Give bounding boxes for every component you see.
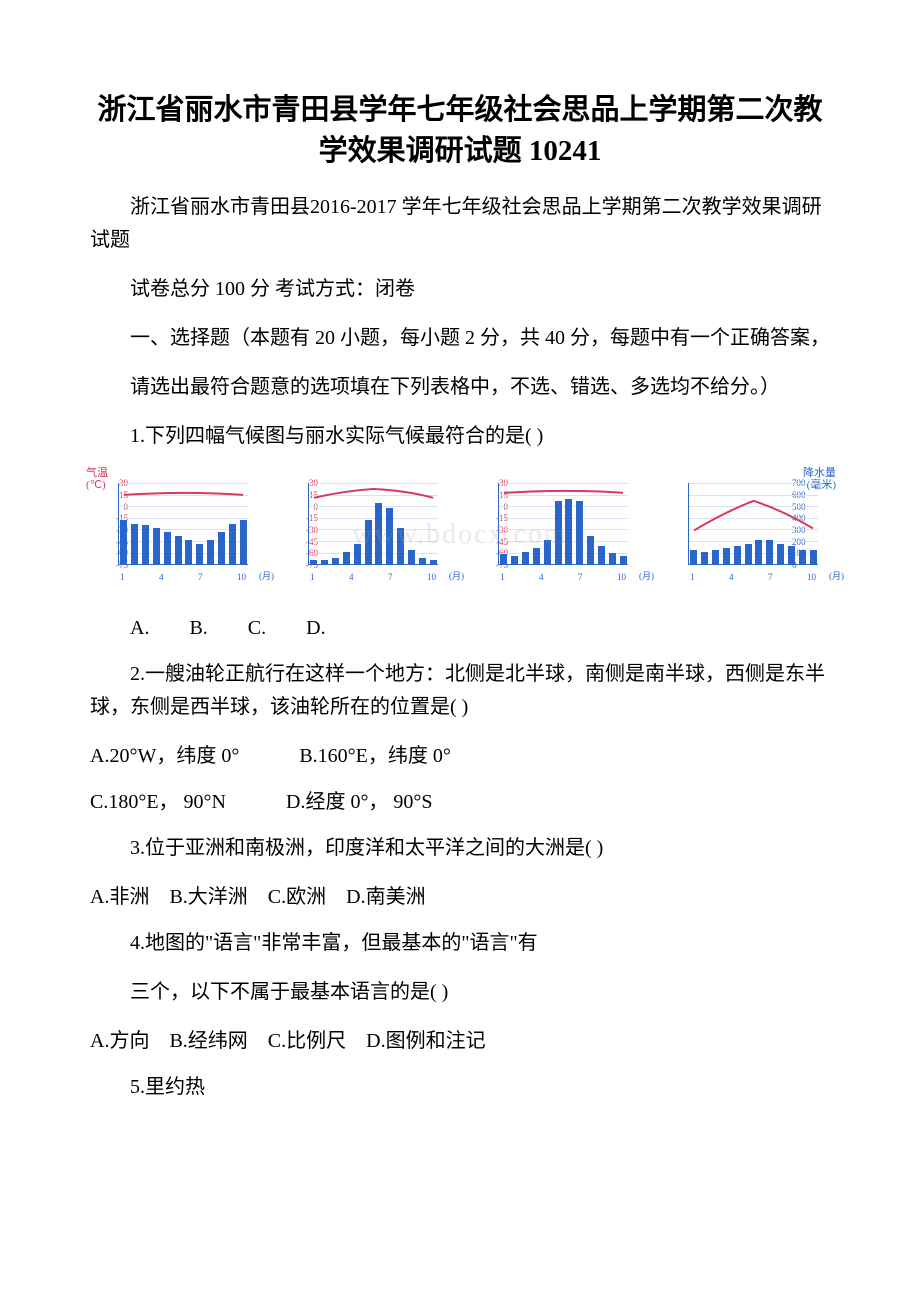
xtick: 10 [237,572,246,582]
xtick: 4 [729,572,734,582]
xtick: 1 [120,572,125,582]
xtick: 7 [388,572,393,582]
climate-charts-row: www.bdocx.com 气温 (℃)30150-15-30-45-60-75… [90,469,830,584]
intro-2: 试卷总分 100 分 考试方式：闭卷 [90,273,830,306]
x-unit: (月) [259,569,274,582]
temp-curve [124,493,243,495]
xtick: 1 [690,572,695,582]
xtick: 7 [198,572,203,582]
climate-chart-1: 气温 (℃)30150-15-30-45-60-7514710(月) [90,469,260,584]
q3-options: A.非洲 B.大洋洲 C.欧洲 D.南美洲 [90,881,830,913]
section-1-header: 一、选择题（本题有 20 小题，每小题 2 分，共 40 分，每题中有一个正确答… [90,322,830,355]
plot-area [688,483,818,565]
question-3: 3.位于亚洲和南极洲，印度洋和太平洋之间的大洲是( ) [90,832,830,865]
temp-line-svg [309,483,438,564]
q4-options: A.方向 B.经纬网 C.比例尺 D.图例和注记 [90,1025,830,1057]
section-1-note: 请选出最符合题意的选项填在下列表格中，不选、错选、多选均不给分。） [90,371,830,404]
xtick: 1 [500,572,505,582]
q1-options: A. B. C. D. [90,612,830,644]
temp-curve [694,501,813,531]
xtick: 10 [617,572,626,582]
intro-1: 浙江省丽水市青田县2016-2017 学年七年级社会思品上学期第二次教学效果调研… [90,191,830,257]
xtick: 7 [768,572,773,582]
yaxis-temp-label: 气温 (℃) [86,467,122,491]
climate-chart-2: 30150-15-30-45-60-7514710(月) [280,469,450,584]
temp-curve [504,491,623,493]
x-unit: (月) [449,569,464,582]
xtick: 10 [807,572,816,582]
question-1: 1.下列四幅气候图与丽水实际气候最符合的是( ) [90,420,830,453]
xtick: 7 [578,572,583,582]
x-unit: (月) [829,569,844,582]
xtick: 4 [159,572,164,582]
page-title: 浙江省丽水市青田县学年七年级社会思品上学期第二次教学效果调研试题 10241 [90,90,830,171]
question-4: 4.地图的"语言"非常丰富，但最基本的"语言"有 [90,927,830,960]
temp-line-svg [119,483,248,564]
x-unit: (月) [639,569,654,582]
climate-chart-4: 降水量 (毫米)700600500400300200100014710(月) [660,469,830,584]
xtick: 4 [349,572,354,582]
question-5: 5.里约热 [90,1071,830,1104]
x-ticks: 1 4 7 10 [118,572,248,582]
x-ticks: 1 4 7 10 [498,572,628,582]
xtick: 10 [427,572,436,582]
plot-area [118,483,248,565]
x-ticks: 1 4 7 10 [688,572,818,582]
question-4b: 三个，以下不属于最基本语言的是( ) [90,976,830,1009]
climate-chart-3: 30150-15-30-45-60-7514710(月) [470,469,640,584]
xtick: 1 [310,572,315,582]
q2-opts-b: C.180°E， 90°N D.经度 0°， 90°S [90,786,830,818]
plot-area [498,483,628,565]
temp-line-svg [499,483,628,564]
temp-curve [314,489,433,498]
temp-line-svg [689,483,818,564]
question-2: 2.一艘油轮正航行在这样一个地方：北侧是北半球，南侧是南半球，西侧是东半球，东侧… [90,658,830,724]
plot-area [308,483,438,565]
x-ticks: 1 4 7 10 [308,572,438,582]
q2-opts-a: A.20°W，纬度 0° B.160°E，纬度 0° [90,740,830,772]
xtick: 4 [539,572,544,582]
